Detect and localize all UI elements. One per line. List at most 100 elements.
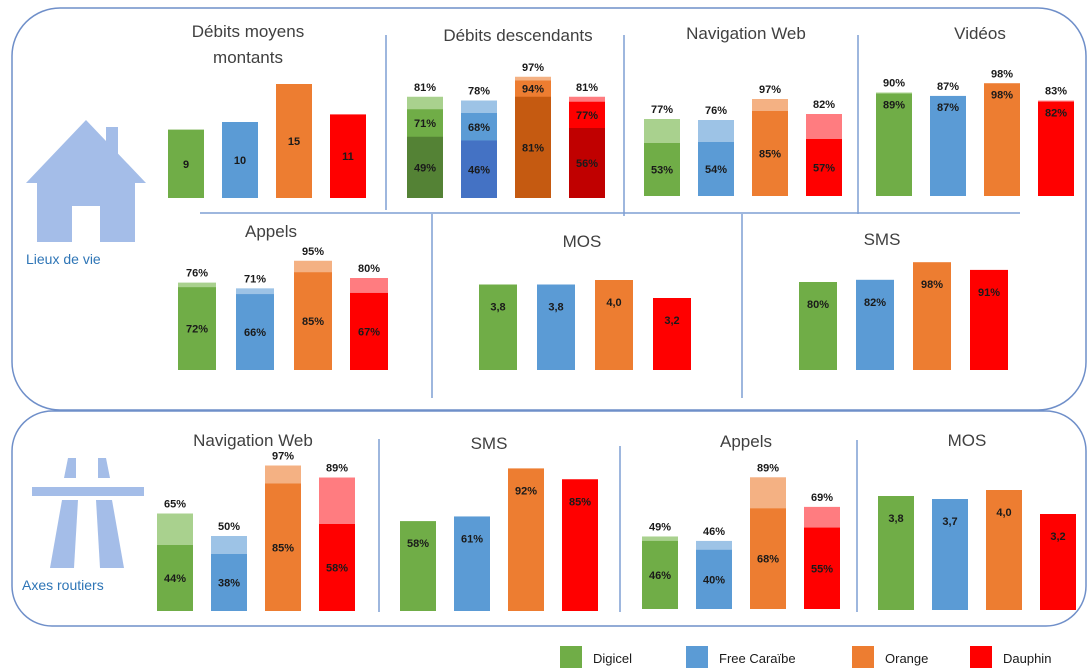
legend-swatch xyxy=(852,646,874,668)
data-label: 71% xyxy=(414,118,436,130)
chart-lieux-de-vie-debits-descendants: Débits descendants 49% 71% 81% 46% 68% 78% 81% 9… xyxy=(407,26,605,198)
data-label: 97% xyxy=(522,62,544,74)
lieux-de-vie-frame xyxy=(11,7,1087,411)
legend: Digicel Free Caraïbe Orange Dauphin xyxy=(560,646,1051,668)
data-label: 71% xyxy=(244,273,266,285)
bar-free-caraibe xyxy=(454,516,490,611)
chart-title: SMS xyxy=(471,434,508,453)
house-icon xyxy=(26,120,146,242)
data-label: 97% xyxy=(272,451,294,463)
chart-title: Appels xyxy=(245,222,297,241)
data-label: 85% xyxy=(569,496,591,508)
data-label: 40% xyxy=(703,574,725,586)
data-label: 46% xyxy=(468,164,490,176)
data-label: 46% xyxy=(703,526,725,538)
data-label: 76% xyxy=(186,268,208,280)
chart-lieux-de-vie-videos: Vidéos 89% 90% 87% 87% 98% 98% 82% 83% xyxy=(876,24,1074,196)
data-label: 83% xyxy=(1045,86,1067,98)
data-label: 85% xyxy=(759,149,781,161)
data-label: 65% xyxy=(164,499,186,511)
bar-dauphin xyxy=(562,479,598,611)
bar-orange xyxy=(276,84,312,198)
data-label: 3,8 xyxy=(490,302,505,314)
bar-dauphin xyxy=(1040,514,1076,610)
data-label: 44% xyxy=(164,573,186,585)
chart-title: SMS xyxy=(864,230,901,249)
bar-dauphin-level-1 xyxy=(806,139,842,196)
data-label: 91% xyxy=(978,287,1000,299)
chart-title: montants xyxy=(213,48,283,67)
data-label: 46% xyxy=(649,570,671,582)
bar-orange xyxy=(913,262,951,370)
data-label: 54% xyxy=(705,164,727,176)
bar-digicel-level-1 xyxy=(642,540,678,609)
data-label: 68% xyxy=(757,554,779,566)
data-label: 82% xyxy=(1045,108,1067,120)
data-label: 3,8 xyxy=(888,513,903,525)
bar-free-caraibe-level-1 xyxy=(461,140,497,198)
bar-orange xyxy=(595,280,633,370)
bar-digicel-level-1 xyxy=(407,136,443,198)
data-label: 68% xyxy=(468,122,490,134)
data-label: 3,7 xyxy=(942,516,957,528)
bar-digicel xyxy=(479,284,517,370)
data-label: 85% xyxy=(272,542,294,554)
data-label: 87% xyxy=(937,81,959,93)
bar-dauphin-level-1 xyxy=(319,524,355,611)
bar-digicel xyxy=(168,129,204,198)
legend-item-orange: Orange xyxy=(852,646,928,668)
chart-title: Vidéos xyxy=(954,24,1006,43)
data-label: 87% xyxy=(937,102,959,114)
data-label: 82% xyxy=(813,99,835,111)
bar-digicel xyxy=(799,282,837,370)
data-label: 3,2 xyxy=(1050,531,1065,543)
data-label: 80% xyxy=(358,263,380,275)
data-label: 92% xyxy=(515,485,537,497)
chart-title: Navigation Web xyxy=(193,431,313,450)
chart-title: Appels xyxy=(720,432,772,451)
bar-dauphin-level-1 xyxy=(1038,101,1074,196)
charts: Débits moyens montants 9 10 15 11 Débits desce… xyxy=(157,22,1076,611)
data-label: 72% xyxy=(186,324,208,336)
data-label: 4,0 xyxy=(996,507,1011,519)
chart-title: MOS xyxy=(948,431,987,450)
data-label: 66% xyxy=(244,327,266,339)
data-label: 50% xyxy=(218,521,240,533)
data-label: 15 xyxy=(288,136,300,148)
data-label: 56% xyxy=(576,158,598,170)
chart-title: Débits moyens xyxy=(192,22,304,41)
bar-dauphin-level-1 xyxy=(350,292,388,370)
data-label: 89% xyxy=(326,463,348,475)
data-label: 77% xyxy=(576,110,598,122)
data-label: 69% xyxy=(811,492,833,504)
bar-dauphin xyxy=(330,114,366,198)
bar-digicel xyxy=(400,521,436,611)
chart-lieux-de-vie-sms: SMS 80% 82% 98% 91% xyxy=(799,230,1008,370)
chart-lieux-de-vie-mos: MOS 3,8 3,8 4,0 3,2 xyxy=(479,232,691,370)
bar-orange-level-1 xyxy=(265,483,301,611)
data-label: 4,0 xyxy=(606,297,621,309)
bar-dauphin-level-1 xyxy=(569,128,605,198)
legend-item-dauphin: Dauphin xyxy=(970,646,1051,668)
bar-orange xyxy=(986,490,1022,610)
chart-axes-routiers-appels: Appels 46% 49% 40% 46% 68% 89% 55% 69% xyxy=(642,432,840,609)
data-label: 81% xyxy=(414,82,436,94)
chart-lieux-de-vie-navigation-web: Navigation Web 53% 77% 54% 76% 85% 97% 57% 82% xyxy=(644,24,842,196)
bar-free-caraibe-level-1 xyxy=(696,549,732,609)
data-label: 85% xyxy=(302,316,324,328)
data-label: 10 xyxy=(234,155,246,167)
bar-free-caraibe xyxy=(932,499,968,610)
legend-item-free-caraibe: Free Caraïbe xyxy=(686,646,796,668)
axes-routiers-frame xyxy=(11,410,1087,627)
bar-orange-level-1 xyxy=(752,111,788,196)
data-label: 89% xyxy=(883,100,905,112)
bar-free-caraibe-level-1 xyxy=(698,142,734,196)
bar-orange-level-1 xyxy=(515,96,551,198)
bar-dauphin xyxy=(970,269,1008,370)
data-label: 80% xyxy=(807,299,829,311)
data-label: 95% xyxy=(302,246,324,258)
bar-dauphin-level-1 xyxy=(804,527,840,609)
data-label: 98% xyxy=(991,68,1013,80)
panel-dividers xyxy=(200,35,1020,612)
bar-orange-level-1 xyxy=(294,272,332,370)
